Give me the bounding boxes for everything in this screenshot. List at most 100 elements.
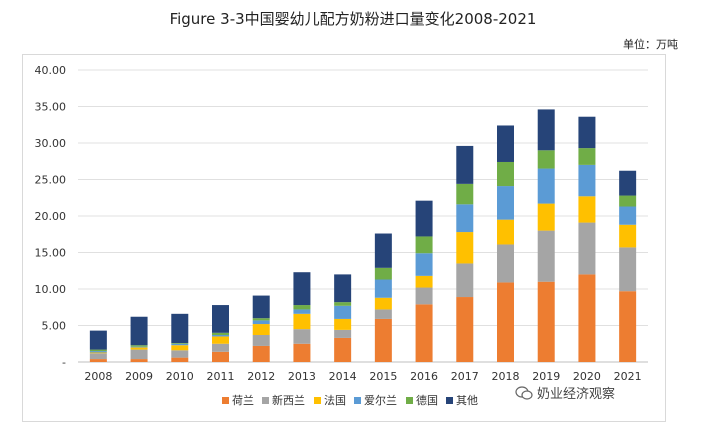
bar-segment [212, 334, 229, 337]
bar-segment [171, 313, 189, 344]
x-tick-label: 2015 [369, 370, 397, 383]
legend-label: 法国 [324, 393, 346, 407]
bar-segment [334, 337, 352, 362]
bar-segment [212, 305, 229, 333]
bar-segment [497, 282, 514, 362]
bar-segment [89, 330, 107, 350]
bar-segment [497, 161, 514, 187]
bar-segment [293, 313, 311, 330]
bar-segment [374, 309, 392, 319]
bar-segment [537, 230, 555, 282]
bar-segment [374, 318, 392, 362]
bar-segment [252, 345, 270, 362]
x-tick-label: 2017 [451, 370, 479, 383]
bar-segment [456, 297, 474, 362]
bar-segment [456, 183, 474, 205]
bar-segment [293, 272, 311, 306]
bar-segment [497, 244, 514, 283]
wechat-icon [515, 385, 533, 400]
bar-segment [374, 267, 392, 280]
bar-segment [456, 263, 474, 298]
legend-swatch [406, 397, 413, 404]
x-tick-label: 2010 [166, 370, 194, 383]
bar-segment [374, 279, 392, 298]
bar-segment [130, 349, 148, 360]
bar-segment [252, 295, 270, 319]
bar-segment [89, 352, 107, 354]
bar-segment [252, 334, 270, 346]
bar-segment [212, 332, 229, 335]
bar-segment [537, 109, 555, 151]
bar-segment [293, 343, 311, 362]
legend-label: 荷兰 [232, 394, 254, 407]
x-tick-label: 2009 [125, 370, 153, 383]
legend-label: 德国 [416, 393, 438, 407]
y-tick-label: 15.00 [35, 247, 67, 260]
bar-segment [252, 318, 270, 321]
bar-segment [415, 253, 433, 276]
x-tick-label: 2008 [84, 370, 112, 383]
bar-segment [537, 203, 555, 231]
bar-segment [334, 274, 352, 303]
bar-segment [212, 336, 229, 344]
bar-segment [252, 320, 270, 325]
bar-segment [334, 302, 352, 306]
bar-segment [374, 233, 392, 268]
bar-segment [619, 291, 637, 362]
bar-segment [130, 359, 148, 362]
bar-segment [293, 309, 311, 314]
bar-segment [130, 346, 148, 348]
bar-segment [537, 150, 555, 169]
y-tick-label: 30.00 [35, 137, 67, 150]
legend-swatch [314, 397, 321, 404]
bar-segment [578, 148, 596, 165]
bar-segment [415, 304, 433, 362]
legend-label: 新西兰 [272, 393, 305, 407]
y-tick-label: 10.00 [35, 283, 67, 296]
legend-swatch [446, 397, 453, 404]
y-tick-label: 20.00 [35, 210, 67, 223]
bar-segment [619, 224, 637, 248]
y-tick-label: 35.00 [35, 101, 67, 114]
bar-segment [619, 170, 637, 196]
bar-segment [130, 347, 148, 350]
bar-segment [171, 343, 189, 344]
bar-segment [456, 145, 474, 184]
y-axis-ticks: 40.00 35.00 30.00 25.00 20.00 15.00 10.00 5.00 - [35, 64, 67, 369]
legend-label: 其他 [456, 394, 478, 407]
bar-segment [89, 351, 107, 353]
bar-segment [619, 206, 637, 225]
bar-segment [293, 329, 311, 344]
bar-segment [456, 204, 474, 233]
x-axis-ticks: 2008 2009 2010 2011 2012 2013 2014 2015 2016 2017… [84, 370, 641, 383]
bar-segment [212, 343, 229, 352]
x-tick-label: 2021 [614, 370, 642, 383]
x-tick-label: 2020 [573, 370, 601, 383]
legend-label: 爱尔兰 [364, 394, 397, 407]
unit-label: 单位：万吨 [623, 38, 678, 51]
watermark-text: 奶业经济观察 [537, 387, 616, 402]
y-tick-label: 5.00 [42, 320, 67, 333]
legend-swatch [354, 397, 361, 404]
bar-segment [171, 345, 189, 351]
bar-segment [578, 196, 596, 223]
bar-segment [89, 353, 107, 360]
bar-segment [374, 297, 392, 310]
gridlines [78, 69, 648, 363]
bar-segment [171, 357, 189, 362]
x-tick-label: 2013 [288, 370, 316, 383]
legend: 荷兰 新西兰 法国 爱尔兰 德国 其他 [222, 393, 478, 407]
bar-segment [456, 232, 474, 264]
chart-title: Figure 3-3中国婴幼儿配方奶粉进口量变化2008-2021 [169, 10, 537, 28]
bar-segment [578, 164, 596, 197]
bar-segment [537, 281, 555, 362]
x-tick-label: 2018 [492, 370, 520, 383]
x-tick-label: 2016 [410, 370, 438, 383]
bar-segment [578, 116, 596, 149]
watermark: 奶业经济观察 [515, 383, 615, 402]
bar-segment [252, 324, 270, 335]
y-tick-label: 40.00 [35, 64, 67, 77]
bar-segment [171, 350, 189, 358]
x-tick-label: 2014 [329, 370, 357, 383]
